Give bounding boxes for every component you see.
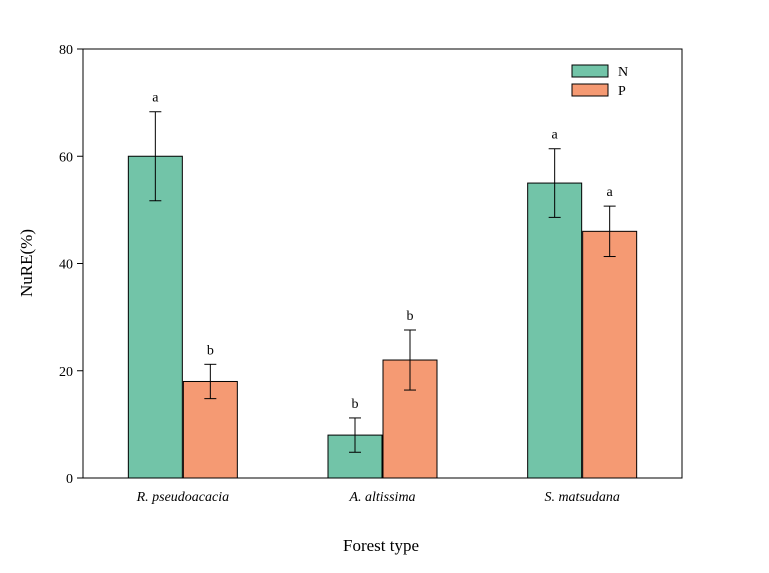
x-tick-label: A. altissima xyxy=(348,490,415,505)
y-axis-title: NuRE(%) xyxy=(17,229,36,297)
significance-label-p-1: b xyxy=(207,343,214,358)
significance-label-n-3: a xyxy=(552,128,559,143)
y-tick-label: 60 xyxy=(59,150,73,165)
significance-label-n-2: b xyxy=(352,397,359,412)
legend-label-n: N xyxy=(618,65,628,80)
bar-n-1 xyxy=(127,155,183,479)
significance-label-p-2: b xyxy=(407,309,414,324)
x-tick-label: R. pseudoacacia xyxy=(136,490,230,505)
y-tick-label: 20 xyxy=(59,365,73,380)
significance-label-n-1: a xyxy=(152,91,159,106)
legend-label-p: P xyxy=(618,84,626,99)
y-tick-label: 80 xyxy=(59,43,73,58)
bar-n-3 xyxy=(527,182,583,479)
y-tick-label: 40 xyxy=(59,258,73,273)
bar-p-3 xyxy=(582,230,638,479)
legend-swatch-p xyxy=(571,83,609,97)
y-tick-label: 0 xyxy=(66,472,73,487)
x-tick-label: S. matsudana xyxy=(544,490,619,505)
significance-label-p-3: a xyxy=(607,185,614,200)
legend-swatch-n xyxy=(571,64,609,78)
x-axis-title: Forest type xyxy=(343,536,419,555)
legend: NP xyxy=(571,64,628,99)
